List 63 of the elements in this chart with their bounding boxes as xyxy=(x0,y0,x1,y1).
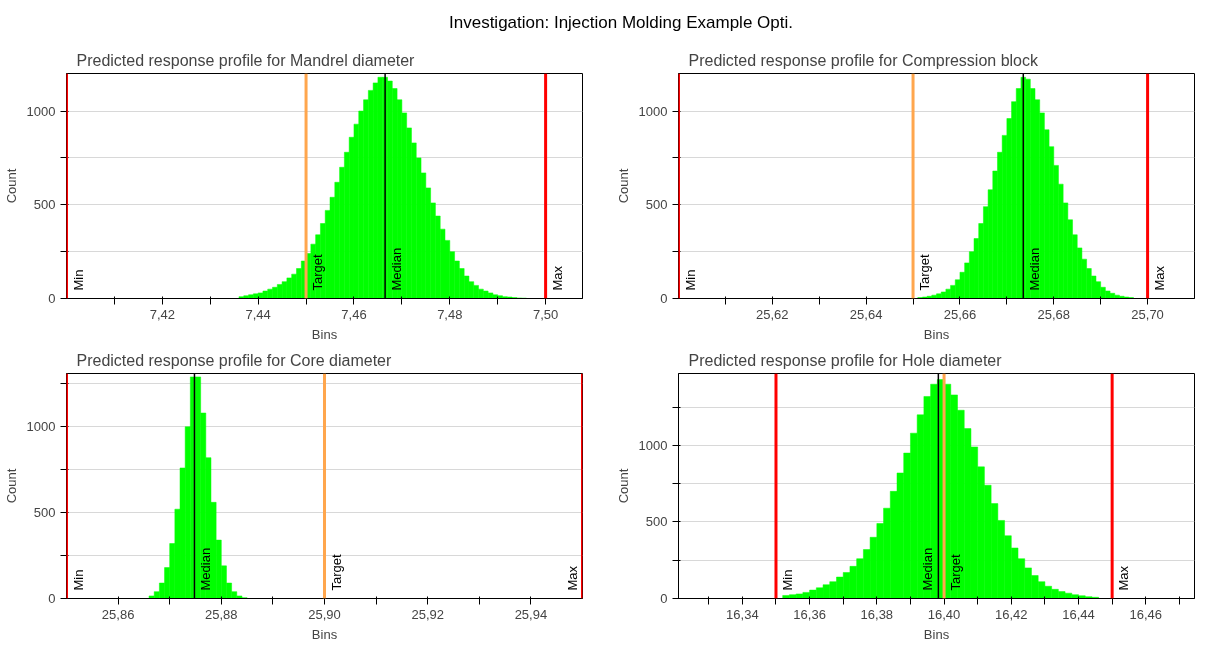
chart-title: Predicted response profile for Compression block xyxy=(688,51,1039,69)
x-tick-label: 16,46 xyxy=(1129,606,1163,622)
ref-line-label: Target xyxy=(328,553,344,591)
x-tick-label: 16,44 xyxy=(1062,606,1095,622)
y-tick-label: 1000 xyxy=(26,103,56,119)
x-tick-label: 25,64 xyxy=(849,306,883,322)
x-tick-label: 16,34 xyxy=(726,606,759,622)
x-tick-label: 7,48 xyxy=(437,306,463,322)
ref-line-label: Median xyxy=(389,247,405,291)
ref-line-label: Median xyxy=(920,547,936,591)
x-tick-label: 25,68 xyxy=(1037,306,1071,322)
y-axis-title: Count xyxy=(3,468,19,504)
ref-line-label: Min xyxy=(70,269,86,291)
y-axis-title: Count xyxy=(3,168,19,204)
x-tick-label: 16,42 xyxy=(995,606,1028,622)
x-tick-label: 25,66 xyxy=(943,306,977,322)
x-tick-label: 25,70 xyxy=(1131,306,1164,322)
chart-title: Predicted response profile for Mandrel diameter xyxy=(76,51,416,69)
y-tick-label: 0 xyxy=(48,591,56,606)
x-tick-label: 25,88 xyxy=(205,606,238,622)
x-tick-label: 7,50 xyxy=(532,306,559,322)
x-tick-label: 7,42 xyxy=(149,306,175,322)
ref-line-label: Max xyxy=(564,565,580,591)
x-axis-title: Bins xyxy=(311,326,338,342)
ref-line-label: Max xyxy=(1116,565,1132,591)
x-tick-label: 16,38 xyxy=(860,606,894,622)
y-axis-title: Count xyxy=(615,468,631,504)
ref-line-label: Min xyxy=(779,569,795,591)
y-tick-label: 500 xyxy=(33,197,56,213)
ref-line-label: Min xyxy=(70,569,86,591)
y-axis-title: Count xyxy=(615,168,631,204)
x-axis-title: Bins xyxy=(923,626,950,642)
ref-line-label: Target xyxy=(948,553,964,591)
text: Investigation: Injection Molding Example Opti. xyxy=(449,12,793,34)
chart-title: Predicted response profile for Core diameter xyxy=(76,351,392,369)
y-tick-label: 1000 xyxy=(26,419,56,435)
x-tick-label: 7,44 xyxy=(245,306,271,322)
x-tick-label: 25,62 xyxy=(756,306,789,322)
x-tick-label: 25,94 xyxy=(514,606,548,622)
y-tick-label: 0 xyxy=(660,591,668,606)
y-tick-label: 0 xyxy=(48,291,56,306)
x-tick-label: 25,86 xyxy=(101,606,135,622)
x-axis-title: Bins xyxy=(923,326,950,342)
y-tick-label: 500 xyxy=(645,197,668,213)
y-tick-label: 500 xyxy=(645,514,668,530)
x-tick-label: 25,90 xyxy=(308,606,341,622)
x-axis-title: Bins xyxy=(311,626,338,642)
x-tick-label: 16,36 xyxy=(793,606,826,622)
ref-line-label: Min xyxy=(682,269,698,291)
ref-line-label: Target xyxy=(917,253,933,291)
x-tick-label: 7,46 xyxy=(341,306,367,322)
y-tick-label: 1000 xyxy=(638,437,668,453)
ref-line-label: Median xyxy=(198,547,214,591)
chart-title: Predicted response profile for Hole diameter xyxy=(688,351,1003,369)
y-tick-label: 1000 xyxy=(638,103,668,119)
y-tick-label: 0 xyxy=(660,291,668,306)
x-tick-label: 25,92 xyxy=(411,606,444,622)
ref-line-label: Max xyxy=(549,265,565,291)
x-tick-label: 16,40 xyxy=(927,606,961,622)
ref-line-label: Median xyxy=(1027,247,1043,291)
ref-line-label: Max xyxy=(1151,265,1167,291)
ref-line-label: Target xyxy=(310,253,326,291)
y-tick-label: 500 xyxy=(33,505,56,521)
